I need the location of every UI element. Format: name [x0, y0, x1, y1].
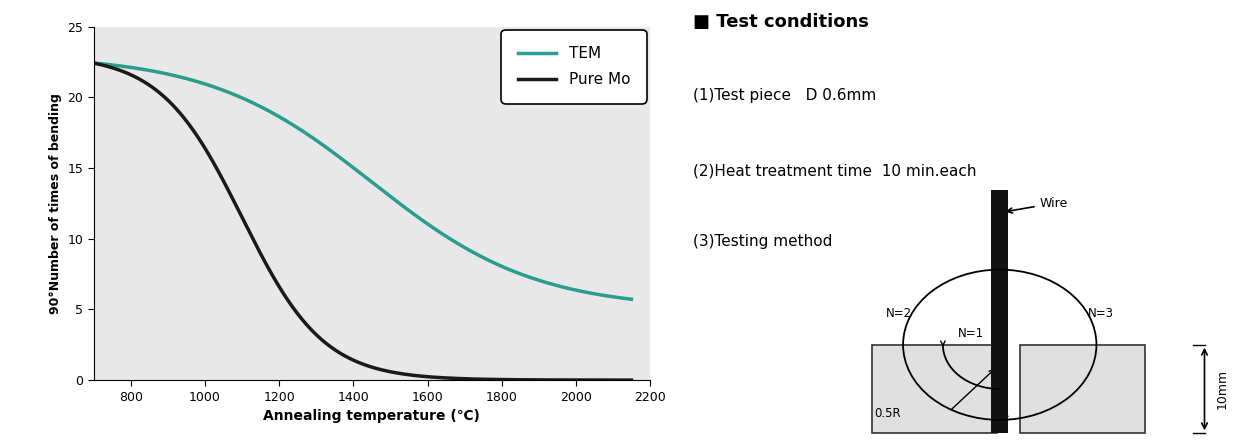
- TEM: [119, 64, 134, 69]
- Pure Mo: [624, 377, 639, 383]
- TEM: [494, 263, 509, 269]
- Y-axis label: 90°Number of times of bending: 90°Number of times of bending: [49, 93, 62, 314]
- Pure Mo: [412, 373, 428, 379]
- Pure Mo: [429, 375, 444, 380]
- Text: N=3: N=3: [1088, 307, 1114, 320]
- X-axis label: Annealing temperature (℃): Annealing temperature (℃): [264, 409, 480, 423]
- Line: TEM: TEM: [94, 63, 631, 299]
- Text: ■ Test conditions: ■ Test conditions: [693, 13, 869, 31]
- TEM: [429, 227, 444, 232]
- Pure Mo: [549, 377, 564, 383]
- TEM: [624, 297, 639, 302]
- Pure Mo: [86, 61, 101, 66]
- Pure Mo: [119, 70, 134, 76]
- TEM: [412, 216, 428, 221]
- Text: (2)Heat treatment time  10 min.each: (2)Heat treatment time 10 min.each: [693, 164, 976, 179]
- TEM: [549, 283, 564, 288]
- Pure Mo: [399, 372, 414, 377]
- Bar: [991, 190, 1009, 433]
- Text: (3)Testing method: (3)Testing method: [693, 234, 833, 249]
- TEM: [399, 206, 414, 211]
- Text: Wire: Wire: [1008, 197, 1068, 213]
- Text: (1)Test piece   D 0.6mm: (1)Test piece D 0.6mm: [693, 88, 876, 103]
- Line: Pure Mo: Pure Mo: [94, 63, 631, 380]
- Pure Mo: [494, 377, 509, 382]
- Legend: TEM, Pure Mo: TEM, Pure Mo: [506, 34, 642, 99]
- Text: N=2: N=2: [886, 307, 912, 320]
- Text: N=1: N=1: [959, 328, 985, 340]
- TEM: [86, 60, 101, 65]
- Text: 0.5R: 0.5R: [875, 407, 901, 420]
- Bar: [871, 345, 998, 433]
- Text: 10mm: 10mm: [1216, 369, 1229, 409]
- Bar: [1020, 345, 1145, 433]
